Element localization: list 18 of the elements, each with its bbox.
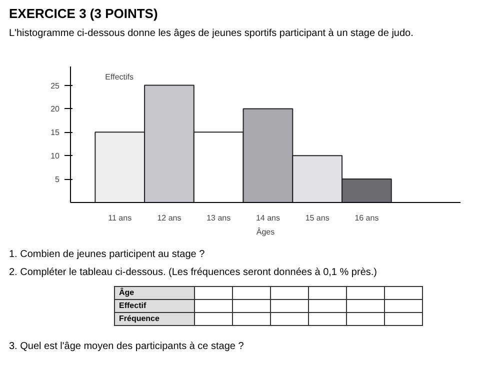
y-tick-label: 20 [50, 104, 60, 114]
x-tick-label: 15 ans [305, 214, 330, 222]
chart-title: EXERCICE 3 (3 POINTS) [9, 5, 159, 23]
x-tick-label: 12 ans [157, 214, 182, 222]
y-tick-label: 5 [55, 175, 60, 184]
x-tick-label: 13 ans [206, 214, 231, 222]
y-tick-label: 15 [50, 128, 60, 138]
text: 2. Compléter le tableau ci-dessous. (Les fréquences seront données à 0,1 % près.) [9, 266, 378, 280]
x-axis-title: Âges [256, 228, 275, 236]
y-tick-label: 25 [50, 81, 60, 90]
text: 3. Quel est l'âge moyen des participants à ce stage ? [9, 340, 245, 354]
x-tick-label: 16 ans [354, 214, 379, 222]
text: 1. Combien de jeunes participent au stage ? [9, 248, 206, 262]
x-tick-label: 11 ans [108, 214, 132, 222]
y-axis-title: Effectifs [105, 72, 134, 82]
x-tick-label: 14 ans [256, 214, 280, 222]
chart-subtitle: L'histogramme ci-dessous donne les âges de jeunes sportifs participant à un stage de judo. [9, 26, 414, 41]
y-tick-label: 10 [50, 152, 60, 161]
